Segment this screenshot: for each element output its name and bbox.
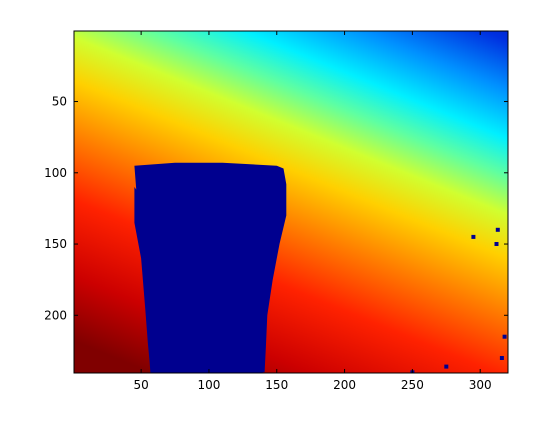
y-tick-label: 150 <box>44 237 67 251</box>
noise-point <box>444 364 449 369</box>
x-tick-label: 150 <box>265 378 288 392</box>
noise-point <box>499 356 504 360</box>
noise-point <box>471 234 476 239</box>
plot-frame <box>73 30 509 374</box>
x-tick-label: 50 <box>133 378 148 392</box>
y-tick-label: 50 <box>52 95 67 109</box>
noise-point <box>495 227 500 232</box>
y-axis: 50 100 150 200 <box>44 95 508 322</box>
plot-area <box>74 31 508 373</box>
x-tick-label: 300 <box>469 378 492 392</box>
y-tick-label: 200 <box>44 308 67 322</box>
noise-point <box>502 334 507 339</box>
x-axis: 50 100 150 200 250 300 <box>133 31 492 392</box>
x-tick-label: 100 <box>197 378 220 392</box>
x-tick-label: 250 <box>401 378 424 392</box>
x-tick-label: 200 <box>333 378 356 392</box>
y-tick-label: 100 <box>44 166 67 180</box>
noise-point <box>494 242 499 246</box>
occluding-object <box>134 162 287 373</box>
